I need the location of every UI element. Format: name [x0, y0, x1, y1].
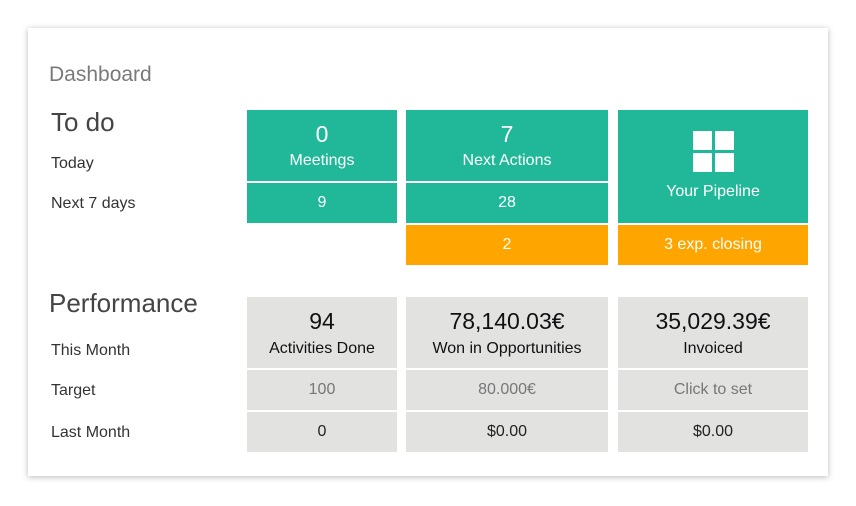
activities-done-value: 94 — [309, 307, 335, 334]
next-actions-today-count: 7 — [500, 120, 514, 147]
your-pipeline-tile[interactable]: Your Pipeline — [618, 110, 808, 223]
won-opportunities-label: Won in Opportunities — [432, 339, 582, 357]
activities-target-tile[interactable]: 100 — [247, 370, 397, 410]
next-actions-today-tile[interactable]: 7 Next Actions — [406, 110, 608, 181]
page-title: Dashboard — [49, 63, 152, 86]
invoiced-label: Invoiced — [683, 339, 743, 357]
row-label-next-7-days: Next 7 days — [51, 195, 136, 212]
won-last-month-value: $0.00 — [486, 423, 528, 440]
row-label-today: Today — [51, 155, 94, 172]
invoiced-last-month-tile: $0.00 — [618, 412, 808, 452]
activities-done-tile[interactable]: 94 Activities Done — [247, 297, 397, 368]
activities-target-value: 100 — [308, 381, 336, 398]
won-opportunities-tile[interactable]: 78,140.03€ Won in Opportunities — [406, 297, 608, 368]
todo-heading: To do — [51, 107, 115, 137]
row-label-this-month: This Month — [51, 342, 131, 359]
meetings-next7-count: 9 — [317, 194, 327, 211]
dashboard-card: Dashboard To do Today Next 7 days 0 Meet… — [28, 28, 828, 476]
activities-last-month-tile: 0 — [247, 412, 397, 452]
next-actions-overdue-tile[interactable]: 2 — [406, 225, 608, 265]
invoiced-tile[interactable]: 35,029.39€ Invoiced — [618, 297, 808, 368]
closing-deals-tile[interactable]: 3 exp. closing — [618, 225, 808, 265]
invoiced-last-month-value: $0.00 — [692, 423, 734, 440]
your-pipeline-label: Your Pipeline — [666, 183, 760, 200]
meetings-next7-tile[interactable]: 9 — [247, 183, 397, 223]
meetings-today-count: 0 — [315, 120, 329, 147]
meetings-today-tile[interactable]: 0 Meetings — [247, 110, 397, 181]
invoiced-target-value: Click to set — [673, 381, 753, 398]
closing-deals-label: 3 exp. closing — [664, 236, 762, 253]
invoiced-value: 35,029.39€ — [655, 307, 771, 334]
activities-last-month-value: 0 — [317, 423, 327, 440]
next-actions-label: Next Actions — [462, 151, 552, 169]
next-actions-overdue-count: 2 — [502, 236, 512, 253]
activities-done-label: Activities Done — [269, 339, 375, 357]
won-last-month-tile: $0.00 — [406, 412, 608, 452]
next-actions-next7-tile[interactable]: 28 — [406, 183, 608, 223]
performance-heading: Performance — [49, 288, 198, 318]
grid-icon — [692, 131, 734, 172]
row-label-target: Target — [51, 382, 96, 399]
won-target-value: 80.000€ — [478, 381, 536, 398]
won-opportunities-value: 78,140.03€ — [449, 307, 565, 334]
won-target-tile[interactable]: 80.000€ — [406, 370, 608, 410]
invoiced-target-tile[interactable]: Click to set — [618, 370, 808, 410]
meetings-label: Meetings — [289, 151, 355, 169]
next-actions-next7-count: 28 — [498, 194, 516, 211]
row-label-last-month: Last Month — [51, 424, 131, 441]
